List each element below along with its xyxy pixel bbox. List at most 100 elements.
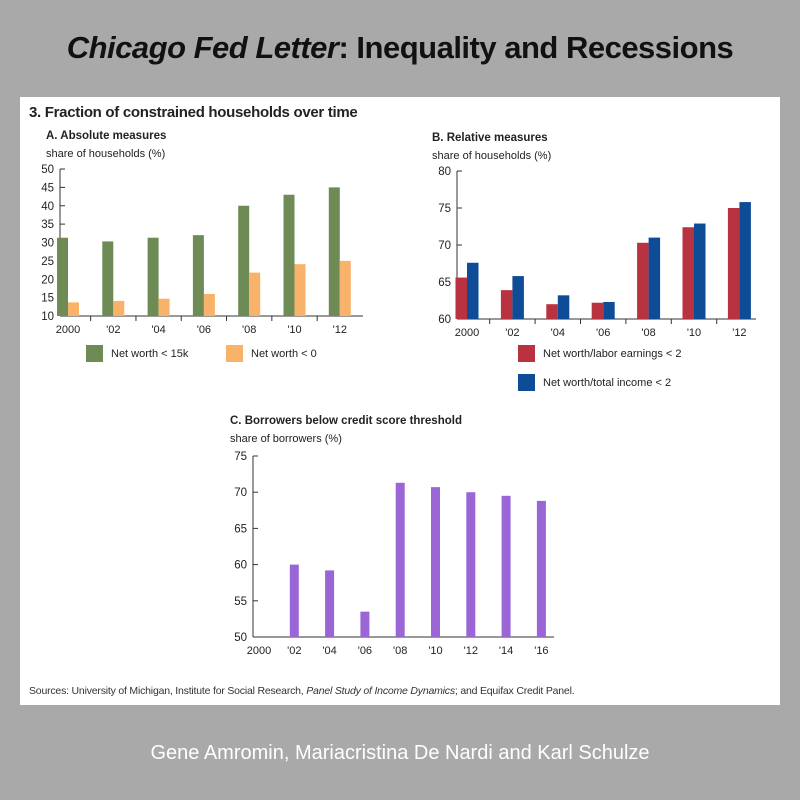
chart-b-bar-s0-1 bbox=[500, 290, 513, 319]
chart-a-ylabel: share of households (%) bbox=[46, 148, 166, 160]
chart-a-bar-s1-5 bbox=[294, 264, 306, 316]
chart-b-bar-s0-3 bbox=[591, 302, 604, 319]
chart-b-x-tick-label-5: '10 bbox=[687, 327, 701, 339]
chart-a-y-tick-label-3: 25 bbox=[41, 256, 54, 268]
chart-c-x-tick-label-4: '08 bbox=[393, 645, 407, 657]
chart-a-x-tick-label-0: 2000 bbox=[56, 324, 80, 336]
chart-a-bar-s0-1 bbox=[102, 241, 114, 316]
chart-b-bar-s1-2 bbox=[557, 295, 570, 319]
chart-a: 10 15 20 25 30 35 40 45 50 2000 '02 '04 '06 '08 '10 '12 bbox=[41, 164, 363, 336]
chart-b-x-tick-label-6: '12 bbox=[732, 327, 746, 339]
chart-a-legend-2-label: Net worth < 0 bbox=[251, 347, 317, 360]
authors: Gene Amromin, Mariacristina De Nardi and… bbox=[150, 742, 650, 764]
chart-a-y-tick-label-2: 20 bbox=[41, 274, 54, 286]
chart-a-bar-s1-1 bbox=[113, 300, 125, 316]
chart-c-y-tick-label-1: 55 bbox=[234, 596, 247, 608]
chart-c-bar-s0-5 bbox=[431, 487, 440, 637]
chart-b-bar-s1-5 bbox=[694, 223, 706, 319]
chart-c-y-tick-label-4: 70 bbox=[234, 487, 247, 499]
chart-c-x-tick-label-3: '06 bbox=[358, 645, 372, 657]
chart-c-y-tick-label-0: 50 bbox=[234, 632, 247, 644]
chart-c-bar-s0-1 bbox=[289, 564, 299, 637]
chart-b-legend-1-label: Net worth/labor earnings < 2 bbox=[543, 347, 682, 360]
chart-a-y-tick-label-1: 15 bbox=[41, 293, 54, 305]
chart-a-title: A. Absolute measures bbox=[46, 130, 167, 142]
chart-b-bar-s1-3 bbox=[603, 301, 615, 319]
chart-c-x-tick-label-6: '12 bbox=[464, 645, 478, 657]
chart-b-bar-s1-0 bbox=[467, 262, 479, 319]
chart-a-legend-1: Net worth < 15k bbox=[86, 345, 188, 362]
chart-c-x-tick-label-5: '10 bbox=[428, 645, 442, 657]
chart-b-bar-s0-0 bbox=[455, 277, 467, 319]
chart-c-x-tick-label-8: '16 bbox=[534, 645, 548, 657]
chart-a-y-tick-label-7: 45 bbox=[41, 182, 54, 194]
chart-b-bar-s1-6 bbox=[739, 202, 751, 319]
title-rest: : Inequality and Recessions bbox=[338, 30, 734, 65]
chart-a-bar-s1-3 bbox=[203, 293, 215, 316]
chart-c-y-tick-label-3: 65 bbox=[234, 523, 247, 535]
chart-a-y-tick-label-6: 40 bbox=[41, 201, 54, 213]
chart-c-x-tick-label-2: '04 bbox=[322, 645, 336, 657]
chart-a-x-tick-label-1: '02 bbox=[106, 324, 120, 336]
chart-b-x-tick-label-0: 2000 bbox=[455, 327, 479, 339]
chart-c-x-tick-label-1: '02 bbox=[287, 645, 301, 657]
chart-b-legend-2: Net worth/total income < 2 bbox=[518, 374, 671, 391]
chart-b-bar-s0-5 bbox=[682, 227, 694, 319]
chart-a-bar-s0-4 bbox=[238, 205, 250, 316]
chart-a-bar-s1-4 bbox=[249, 272, 261, 316]
chart-b-y-tick-label-4: 80 bbox=[438, 166, 451, 178]
chart-a-y-tick-label-8: 50 bbox=[41, 164, 54, 176]
chart-c-x-tick-label-0: 2000 bbox=[247, 645, 271, 657]
chart-a-x-tick-label-5: '10 bbox=[287, 324, 301, 336]
chart-b-bar-s0-2 bbox=[546, 304, 558, 319]
chart-c-title: C. Borrowers below credit score threshol… bbox=[230, 415, 462, 427]
figure-title: 3. Fraction of constrained households ov… bbox=[29, 104, 358, 121]
chart-b: 60 65 70 75 80 2000 '02 '04 '06 '08 '10 '12 bbox=[438, 166, 756, 339]
chart-a-x-tick-label-4: '08 bbox=[242, 324, 256, 336]
chart-a-y-tick-label-5: 35 bbox=[41, 219, 54, 231]
chart-c-bar-s0-7 bbox=[501, 495, 511, 637]
sources-italic: Panel Study of Income Dynamics bbox=[306, 685, 455, 697]
chart-c-ylabel: share of borrowers (%) bbox=[230, 433, 342, 445]
chart-c-bar-s0-3 bbox=[360, 611, 370, 637]
chart-b-x-tick-label-4: '08 bbox=[641, 327, 655, 339]
chart-b-x-tick-label-2: '04 bbox=[551, 327, 565, 339]
chart-c-x-tick-label-7: '14 bbox=[499, 645, 513, 657]
chart-c: 50 55 60 65 70 75 2000 '02 '04 '06 '08 '10 '12 '14 '16 bbox=[234, 451, 554, 657]
chart-b-y-tick-label-1: 65 bbox=[438, 277, 451, 289]
chart-a-bar-s1-0 bbox=[68, 302, 79, 316]
chart-c-bar-s0-2 bbox=[325, 570, 335, 637]
chart-b-bar-s1-4 bbox=[648, 237, 661, 319]
title-italic: Chicago Fed Letter bbox=[66, 30, 339, 65]
chart-a-x-tick-label-3: '06 bbox=[197, 324, 211, 336]
chart-b-title: B. Relative measures bbox=[432, 132, 548, 144]
chart-b-y-tick-label-3: 75 bbox=[438, 203, 451, 215]
chart-a-bar-s0-6 bbox=[328, 187, 340, 316]
chart-a-y-tick-label-0: 10 bbox=[41, 311, 54, 323]
chart-c-y-tick-label-5: 75 bbox=[234, 451, 247, 463]
chart-c-y-tick-label-2: 60 bbox=[234, 560, 247, 572]
chart-b-y-tick-label-2: 70 bbox=[438, 240, 451, 252]
chart-b-ylabel: share of households (%) bbox=[432, 150, 552, 162]
chart-a-legend-1-label: Net worth < 15k bbox=[111, 347, 189, 360]
chart-c-bar-s0-8 bbox=[536, 500, 546, 637]
chart-a-y-tick-label-4: 30 bbox=[41, 238, 54, 250]
chart-a-bar-s0-2 bbox=[147, 237, 159, 316]
chart-a-bar-s1-6 bbox=[339, 260, 351, 316]
chart-a-bar-s0-0 bbox=[57, 237, 68, 316]
chart-a-legend-2-swatch bbox=[226, 345, 243, 362]
chart-a-legend-1-swatch bbox=[86, 345, 103, 362]
chart-b-legend-1-swatch bbox=[518, 345, 535, 362]
page-title: Chicago Fed Letter: Inequality and Reces… bbox=[0, 30, 800, 66]
sources-note: Sources: University of Michigan, Institu… bbox=[29, 685, 575, 697]
chart-b-legend-1: Net worth/labor earnings < 2 bbox=[518, 345, 682, 362]
chart-b-x-tick-label-3: '06 bbox=[596, 327, 610, 339]
chart-b-y-tick-label-0: 60 bbox=[438, 314, 451, 326]
chart-c-bar-s0-6 bbox=[466, 492, 476, 637]
chart-b-x-tick-label-1: '02 bbox=[505, 327, 519, 339]
figure-panel: 3. Fraction of constrained households ov… bbox=[20, 97, 780, 705]
chart-a-bar-s0-5 bbox=[283, 194, 295, 316]
chart-b-legend-2-label: Net worth/total income < 2 bbox=[543, 376, 672, 389]
chart-a-bar-s1-2 bbox=[158, 298, 170, 316]
chart-b-bar-s0-4 bbox=[637, 242, 649, 319]
